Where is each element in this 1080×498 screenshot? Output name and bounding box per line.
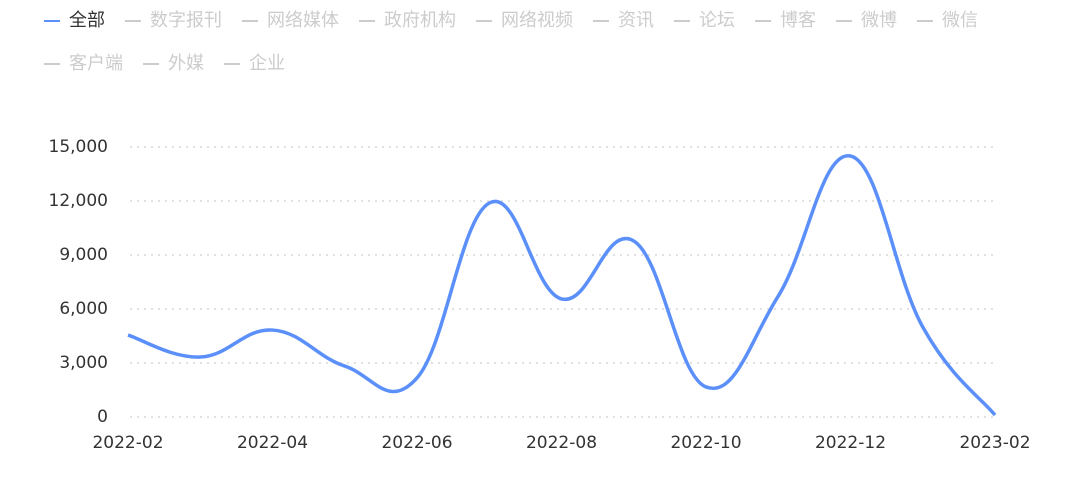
legend: 全部 数字报刊 网络媒体 政府机构 网络视频 资讯 论坛 博客 微博 微信客户端 外媒 企业 [44, 6, 1064, 79]
legend-marker [674, 20, 690, 22]
legend-item[interactable]: 微博 [836, 6, 897, 36]
legend-label: 数字报刊 [150, 10, 222, 31]
legend-item[interactable]: 资讯 [593, 6, 654, 36]
y-tick-label: 12,000 [49, 191, 108, 211]
legend-marker [44, 63, 60, 65]
legend-marker [836, 20, 852, 22]
legend-item[interactable]: 网络视频 [476, 6, 573, 36]
y-tick-label: 15,000 [49, 137, 108, 157]
legend-item[interactable]: 数字报刊 [125, 6, 222, 36]
legend-marker [476, 20, 492, 22]
legend-marker [125, 20, 141, 22]
x-tick-label: 2022-02 [92, 433, 163, 453]
legend-item[interactable]: 企业 [224, 49, 285, 79]
legend-label: 微信 [942, 10, 978, 31]
legend-item[interactable]: 论坛 [674, 6, 735, 36]
legend-label: 论坛 [699, 10, 735, 31]
x-tick-label: 2022-04 [237, 433, 308, 453]
legend-item[interactable]: 外媒 [143, 49, 204, 79]
y-tick-label: 0 [97, 407, 108, 427]
legend-label: 全部 [69, 10, 105, 31]
legend-marker [143, 63, 159, 65]
legend-label: 微博 [861, 10, 897, 31]
legend-label: 企业 [249, 53, 285, 74]
legend-label: 资讯 [618, 10, 654, 31]
y-tick-label: 9,000 [59, 245, 108, 265]
legend-label: 政府机构 [384, 10, 456, 31]
legend-marker [242, 20, 258, 22]
line [127, 154, 997, 417]
legend-item[interactable]: 网络媒体 [242, 6, 339, 36]
legend-item[interactable]: 政府机构 [359, 6, 456, 36]
x-tick-label: 2023-02 [959, 433, 1030, 453]
legend-label: 网络视频 [501, 10, 573, 31]
legend-label: 网络媒体 [267, 10, 339, 31]
legend-item[interactable]: 客户端 [44, 49, 123, 79]
x-tick-label: 2022-06 [381, 433, 452, 453]
legend-marker [44, 20, 60, 22]
x-tick-label: 2022-08 [526, 433, 597, 453]
legend-label: 博客 [780, 10, 816, 31]
x-tick-label: 2022-10 [670, 433, 741, 453]
x-tick-label: 2022-12 [815, 433, 886, 453]
legend-item[interactable]: 微信 [917, 6, 978, 36]
legend-marker [917, 20, 933, 22]
y-tick-label: 3,000 [59, 353, 108, 373]
legend-item[interactable]: 博客 [755, 6, 816, 36]
legend-marker [593, 20, 609, 22]
legend-item[interactable]: 全部 [44, 6, 105, 36]
y-tick-label: 6,000 [59, 299, 108, 319]
legend-label: 外媒 [168, 53, 204, 74]
legend-marker [359, 20, 375, 22]
legend-marker [755, 20, 771, 22]
legend-label: 客户端 [69, 53, 123, 74]
legend-marker [224, 63, 240, 65]
